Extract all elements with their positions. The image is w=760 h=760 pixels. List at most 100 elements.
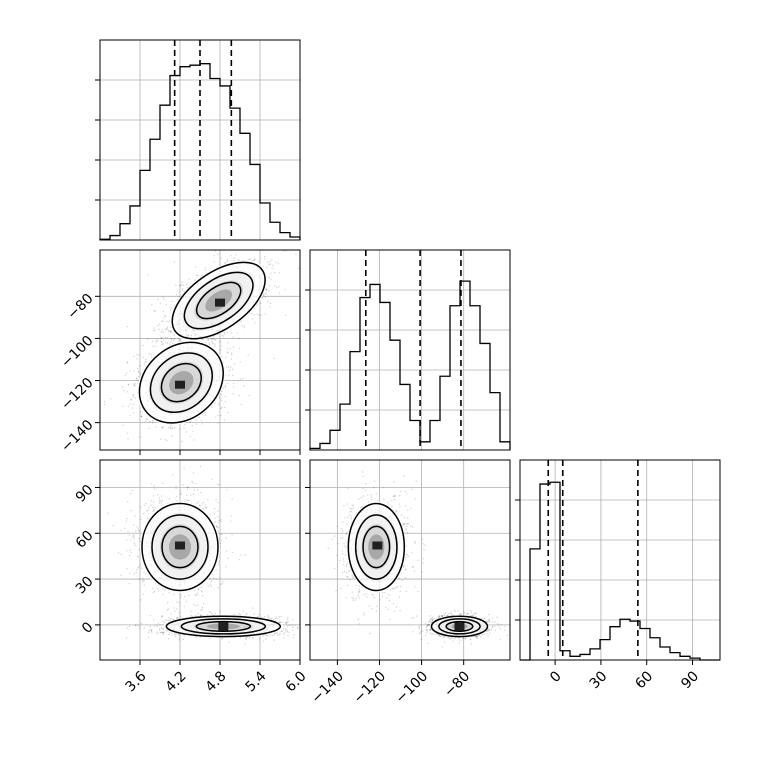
scatter-0-cluster-1-point	[181, 440, 183, 443]
scatter-1-cluster-0-point	[244, 554, 246, 556]
hist-2-xtick-label-0: 0	[547, 668, 565, 686]
scatter-1-cluster-0-point	[144, 573, 147, 575]
scatter-0-cluster-1-point	[232, 382, 235, 385]
scatter-1-cluster-1-point	[176, 617, 179, 619]
scatter-0-cluster-0-point	[278, 292, 281, 294]
scatter-1-cluster-0-point	[159, 500, 161, 502]
scatter-1-cluster-0-point	[176, 616, 178, 618]
scatter-0-cluster-0-point	[160, 331, 162, 333]
scatter-0-cluster-0-point	[202, 339, 204, 341]
scatter-0-cluster-1-contour-0	[138, 341, 224, 424]
scatter-0-cluster-1-point	[124, 374, 126, 376]
scatter-1-cluster-0-point	[156, 494, 159, 496]
scatter-0-cluster-0-point	[277, 263, 279, 265]
scatter-1-cluster-1-point	[135, 624, 137, 626]
scatter-1-cluster-0-point	[192, 472, 195, 474]
scatter-0-cluster-0-point	[278, 286, 280, 288]
scatter-1-cluster-1-point	[244, 643, 246, 645]
scatter-0-cluster-1	[103, 306, 276, 443]
scatter-0-cluster-0-point	[260, 314, 262, 316]
scatter-0-cluster-1-point	[104, 403, 106, 406]
scatter-0-cluster-1-point	[170, 341, 172, 343]
scatter-0-cluster-0-point	[221, 334, 223, 336]
scatter-0-cluster-0-point	[278, 272, 281, 274]
scatter-0-cluster-1-point	[227, 352, 229, 354]
scatter-1-cluster-0-point	[162, 593, 164, 596]
scatter-0-cluster-1-point	[169, 343, 171, 345]
scatter-0-cluster-1-point	[130, 399, 132, 401]
scatter-0-cluster-0-point	[148, 353, 150, 355]
scatter-0-cluster-1-point	[134, 385, 136, 387]
scatter-0-cluster-1-point	[207, 339, 210, 341]
scatter-0-cluster-1-point	[194, 333, 197, 336]
scatter-1-cluster-1-point	[163, 631, 165, 634]
scatter-1-cluster-0-point	[202, 508, 204, 510]
scatter-1-cluster-0-point	[129, 572, 131, 574]
scatter-1-cluster-0-point	[201, 591, 204, 593]
scatter-0-cluster-1-point	[229, 369, 231, 372]
scatter-1-cluster-0-point	[184, 595, 186, 598]
scatter-1-cluster-0-point	[130, 539, 132, 541]
scatter-1-cluster-0-point	[137, 566, 139, 569]
scatter-1-cluster-0-point	[143, 579, 145, 582]
scatter-1-cluster-0-point	[126, 550, 128, 552]
scatter-0-cluster-0-point	[259, 302, 262, 305]
scatter-0-cluster-0-point	[264, 313, 267, 315]
scatter-0-cluster-0-point	[226, 259, 228, 261]
scatter-1-cluster-1-point	[190, 614, 192, 617]
scatter-1-cluster-1-point	[273, 639, 275, 641]
scatter-0-cluster-0-contour-2	[195, 281, 242, 320]
scatter-1-cluster-0-point	[152, 506, 154, 509]
scatter-1-cluster-0-point	[180, 493, 182, 495]
scatter-0-cluster-1-point	[133, 383, 136, 385]
scatter-1-cluster-0-point	[173, 607, 175, 609]
scatter-1-cluster-1-point	[245, 636, 248, 639]
scatter-0-cluster-1-point	[133, 412, 135, 414]
scatter-1-cluster-1-point	[178, 637, 180, 639]
scatter-0-cluster-0-point	[243, 325, 245, 327]
scatter-1-cluster-0-point	[137, 529, 140, 532]
scatter-0-cluster-0-point	[169, 331, 171, 333]
scatter-0-cluster-1-point	[133, 370, 135, 372]
scatter-0-cluster-1-point	[177, 323, 179, 326]
scatter-0-cluster-1-point	[144, 361, 146, 364]
scatter-0-cluster-1-point	[140, 415, 143, 418]
scatter-0-cluster-1-point	[225, 356, 227, 359]
scatter-0-cluster-0-point	[224, 242, 225, 243]
scatter-1-cluster-0-point	[176, 601, 178, 603]
scatter-1-cluster-0-point	[128, 583, 131, 585]
scatter-0-cluster-0-point	[159, 302, 161, 305]
scatter-0-cluster-1-point	[218, 329, 220, 331]
scatter-1-cluster-0-point	[220, 520, 222, 522]
scatter-1-cluster-0-contour-1	[151, 514, 209, 580]
scatter-1-cluster-0-point	[227, 557, 229, 559]
scatter-0-cluster-0-contour-0	[171, 261, 266, 340]
scatter-0-cluster-1-point	[110, 398, 112, 400]
scatter-1-cluster-0-point	[187, 488, 189, 491]
scatter-1-cluster-1-point	[149, 615, 152, 617]
scatter-1-cluster-0-point	[204, 504, 207, 506]
scatter-1-cluster-0-point	[126, 539, 128, 541]
scatter-1-cluster-0-point	[168, 592, 170, 594]
scatter-0-cluster-0-point	[157, 324, 159, 327]
scatter-0-cluster-1-point	[195, 423, 197, 425]
scatter-0-cluster-1-point	[145, 360, 147, 363]
scatter-0-cluster-0-point	[298, 267, 300, 270]
scatter-1-cluster-0-point	[173, 593, 175, 596]
scatter-1-cluster-0-point	[143, 512, 145, 515]
scatter-1-cluster-0-point	[120, 574, 122, 577]
scatter-0-cluster-0-point	[172, 339, 175, 342]
scatter-0-cluster-0-point	[186, 286, 188, 289]
scatter-0-cluster-1-point	[142, 344, 144, 347]
hist-0-panel	[95, 39, 301, 241]
scatter-1-cluster-0-point	[199, 465, 202, 468]
scatter-0-cluster-1-point	[179, 428, 181, 430]
scatter-1-cluster-0-point	[135, 571, 137, 574]
scatter-1-cluster-1-point	[143, 627, 145, 629]
scatter-1-cluster-1-point	[199, 615, 202, 617]
scatter-0-cluster-1-point	[227, 411, 229, 414]
scatter-1-cluster-0-point	[153, 509, 155, 512]
scatter-0-cluster-1-point	[131, 407, 134, 409]
scatter-0-cluster-1-core	[175, 380, 185, 389]
scatter-1-cluster-0-point	[147, 509, 149, 511]
